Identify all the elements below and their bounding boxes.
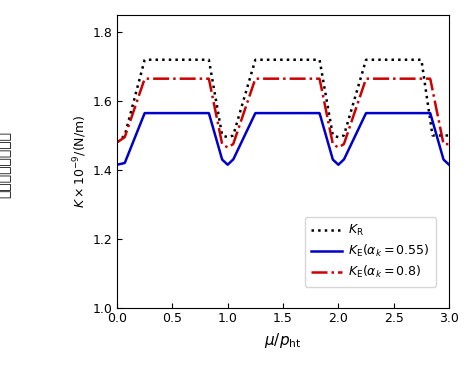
Text: 齿轮综合噜合刚度: 齿轮综合噜合刚度 [0, 131, 12, 198]
$K_{\mathrm{R}}$ [114, 140, 120, 145]
Y-axis label: $K\times10^{-9}$/(N/m): $K\times10^{-9}$/(N/m) [72, 115, 90, 208]
$K_{\mathrm{E}}(\alpha_k=0.55)$ [142, 111, 148, 115]
$K_{\mathrm{E}}(\alpha_k=0.55)$ [249, 119, 255, 123]
$K_{\mathrm{E}}(\alpha_k=0.8)$ [343, 137, 348, 141]
$K_{\mathrm{R}}$ [446, 133, 452, 138]
Line: $K_{\mathrm{E}}(\alpha_k=0.8)$: $K_{\mathrm{E}}(\alpha_k=0.8)$ [117, 79, 449, 147]
$K_{\mathrm{E}}(\alpha_k=0.55)$ [343, 154, 348, 159]
$K_{\mathrm{R}}$ [374, 58, 379, 62]
$K_{\mathrm{E}}(\alpha_k=0.8)$ [148, 77, 154, 81]
$K_{\mathrm{E}}(\alpha_k=0.8)$ [374, 77, 380, 81]
$K_{\mathrm{R}}$ [343, 128, 348, 133]
$K_{\mathrm{E}}(\alpha_k=0.55)$ [148, 111, 154, 115]
$K_{\mathrm{R}}$ [249, 70, 255, 75]
Line: $K_{\mathrm{R}}$: $K_{\mathrm{R}}$ [117, 60, 449, 142]
$K_{\mathrm{E}}(\alpha_k=0.55)$ [114, 162, 120, 167]
$K_{\mathrm{R}}$ [379, 58, 385, 62]
$K_{\mathrm{E}}(\alpha_k=0.8)$ [261, 77, 267, 81]
$K_{\mathrm{E}}(\alpha_k=0.8)$ [446, 142, 452, 146]
Line: $K_{\mathrm{E}}(\alpha_k=0.55)$: $K_{\mathrm{E}}(\alpha_k=0.55)$ [117, 113, 449, 165]
$K_{\mathrm{E}}(\alpha_k=0.55)$ [374, 111, 379, 115]
$K_{\mathrm{E}}(\alpha_k=0.55)$ [446, 162, 452, 167]
$K_{\mathrm{E}}(\alpha_k=0.8)$ [142, 77, 148, 81]
$K_{\mathrm{R}}$ [148, 58, 154, 62]
$K_{\mathrm{E}}(\alpha_k=0.8)$ [380, 77, 385, 81]
$K_{\mathrm{E}}(\alpha_k=0.8)$ [249, 87, 255, 91]
X-axis label: $\mu/p_{\mathrm{ht}}$: $\mu/p_{\mathrm{ht}}$ [264, 331, 302, 350]
$K_{\mathrm{R}}$ [142, 58, 148, 62]
$K_{\mathrm{E}}(\alpha_k=0.55)$ [261, 111, 266, 115]
Legend: $K_{\mathrm{R}}$, $K_{\mathrm{E}}(\alpha_k=0.55)$, $K_{\mathrm{E}}(\alpha_k=0.8): $K_{\mathrm{R}}$, $K_{\mathrm{E}}(\alpha… [305, 217, 436, 287]
$K_{\mathrm{E}}(\alpha_k=0.8)$ [114, 140, 120, 145]
$K_{\mathrm{E}}(\alpha_k=0.8)$ [225, 145, 230, 150]
$K_{\mathrm{E}}(\alpha_k=0.55)$ [379, 111, 385, 115]
$K_{\mathrm{R}}$ [261, 58, 266, 62]
